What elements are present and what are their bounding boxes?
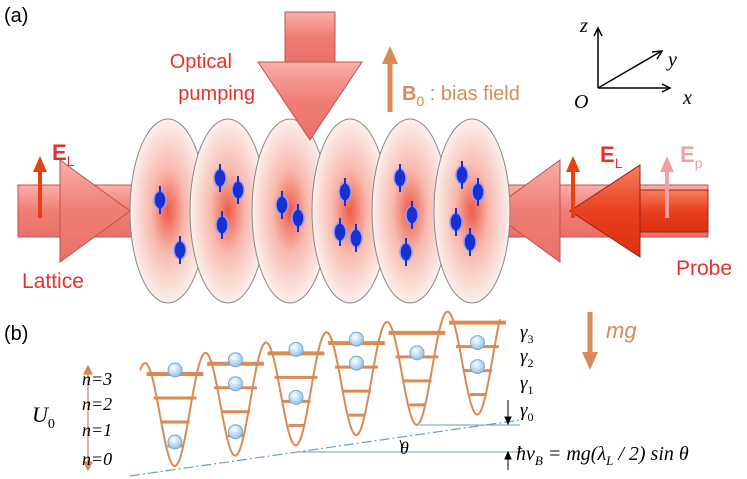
arrowhead (660, 156, 674, 172)
depth-arrow (82, 364, 94, 472)
rate-label: γ0 (520, 400, 534, 424)
angle-label: θ (400, 438, 409, 458)
axis-origin: O (574, 91, 588, 113)
rate-sub: 3 (528, 332, 534, 346)
pump-beam (284, 11, 336, 63)
level-label: n=3 (82, 369, 112, 389)
atom (167, 434, 183, 450)
level-label: n=0 (82, 449, 112, 469)
panel-label: (a) (4, 5, 28, 27)
arrowhead (382, 46, 398, 64)
lattice-discs (129, 118, 511, 304)
atom (409, 345, 425, 361)
rate-symbol: γ (520, 400, 528, 421)
atom (349, 355, 364, 371)
level-label: n=1 (82, 420, 112, 440)
atom (470, 335, 485, 351)
left-cone (59, 159, 131, 263)
lattice-disc (433, 118, 511, 304)
field-label: EL (600, 142, 623, 171)
atom (288, 389, 304, 405)
atom (288, 341, 304, 357)
gravity-label: mg (606, 318, 637, 343)
atom (470, 359, 485, 375)
rate-symbol: γ (520, 322, 528, 343)
panel-b (82, 310, 598, 477)
bias-label: B0 : bias field (402, 83, 520, 109)
field-label: EL (52, 140, 75, 169)
axes (593, 26, 672, 93)
rate-sub: 2 (528, 356, 534, 370)
formula-part: B (535, 453, 543, 468)
formula: ħνB = mg(λL / 2) sin θ (516, 443, 689, 468)
probe-label: Probe (676, 257, 732, 280)
optical-label: Optical (170, 51, 232, 73)
rate-sub: 0 (528, 410, 534, 424)
panel-label: (b) (4, 323, 28, 345)
level-label: n=2 (82, 394, 112, 414)
tilt-line (129, 419, 521, 477)
rate-label: γ2 (520, 346, 534, 370)
rate-symbol: γ (520, 373, 528, 394)
potential-curve (139, 310, 501, 468)
formula-part: L (605, 453, 613, 468)
lattice-label: Lattice (22, 270, 84, 293)
rate-symbol: γ (520, 346, 528, 367)
arrowhead (566, 156, 580, 172)
rate-label: γ3 (520, 322, 534, 346)
arrowhead (582, 352, 598, 370)
formula-part: ħν (516, 443, 535, 465)
probe-cone (569, 164, 641, 258)
atom (167, 362, 183, 378)
optical-label: pumping (178, 83, 255, 105)
angle-arc (399, 439, 403, 453)
shift-arrows (504, 400, 512, 470)
atom (228, 376, 243, 392)
probe-field-label: Ep (680, 142, 703, 171)
axis-label: y (666, 49, 677, 71)
depth-label: U0 (32, 402, 55, 432)
formula-part: = mg(λ (543, 443, 607, 465)
rate-sub: 1 (528, 383, 534, 397)
arrowhead (33, 156, 47, 172)
atom (349, 331, 364, 347)
right-cone (489, 159, 561, 263)
panel-a (17, 11, 709, 304)
rate-label: γ1 (520, 373, 534, 397)
atom (228, 352, 243, 368)
potential-wells (139, 310, 506, 468)
axis-label: z (579, 15, 588, 37)
pump-cone (257, 61, 363, 141)
atom (228, 424, 243, 440)
axis-label: x (682, 87, 692, 109)
formula-part: / 2) sin θ (613, 443, 689, 465)
